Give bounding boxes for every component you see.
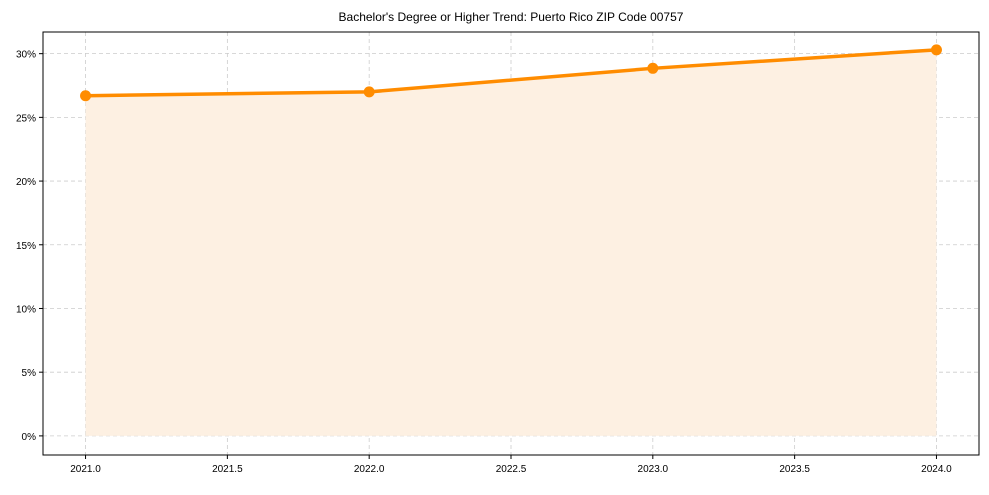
chart-title: Bachelor's Degree or Higher Trend: Puert… — [339, 10, 684, 24]
x-tick-label: 2023.0 — [638, 464, 669, 475]
y-tick-label: 20% — [16, 177, 36, 188]
y-tick-label: 30% — [16, 50, 36, 61]
y-tick-label: 10% — [16, 304, 36, 315]
data-point — [80, 90, 92, 102]
x-tick-label: 2023.5 — [779, 464, 810, 475]
y-tick-label: 25% — [16, 113, 36, 124]
plot-frame — [42, 31, 980, 456]
x-tick-label: 2021.5 — [212, 464, 243, 475]
x-tick-label: 2022.0 — [354, 464, 385, 475]
area-fill — [85, 49, 937, 436]
x-axis: 2021.0 2021.5 2022.0 2022.5 2023.0 2023.5 2024… — [70, 455, 952, 475]
data-points — [80, 44, 942, 102]
data-point — [930, 44, 942, 56]
x-tick-label: 2024.0 — [921, 464, 952, 475]
y-tick-label: 5% — [22, 368, 37, 379]
x-tick-label: 2022.5 — [496, 464, 527, 475]
series-line-path — [85, 48, 937, 98]
y-tick-label: 0% — [22, 432, 37, 443]
y-tick-label: 15% — [16, 241, 36, 252]
y-axis: 0% 5% 10% 15% 20% 25% 30% — [16, 50, 43, 443]
area-fill-path — [85, 49, 937, 436]
x-tick-label: 2021.0 — [70, 464, 101, 475]
series-line — [85, 48, 937, 98]
data-point — [647, 62, 659, 74]
data-point — [363, 86, 375, 98]
